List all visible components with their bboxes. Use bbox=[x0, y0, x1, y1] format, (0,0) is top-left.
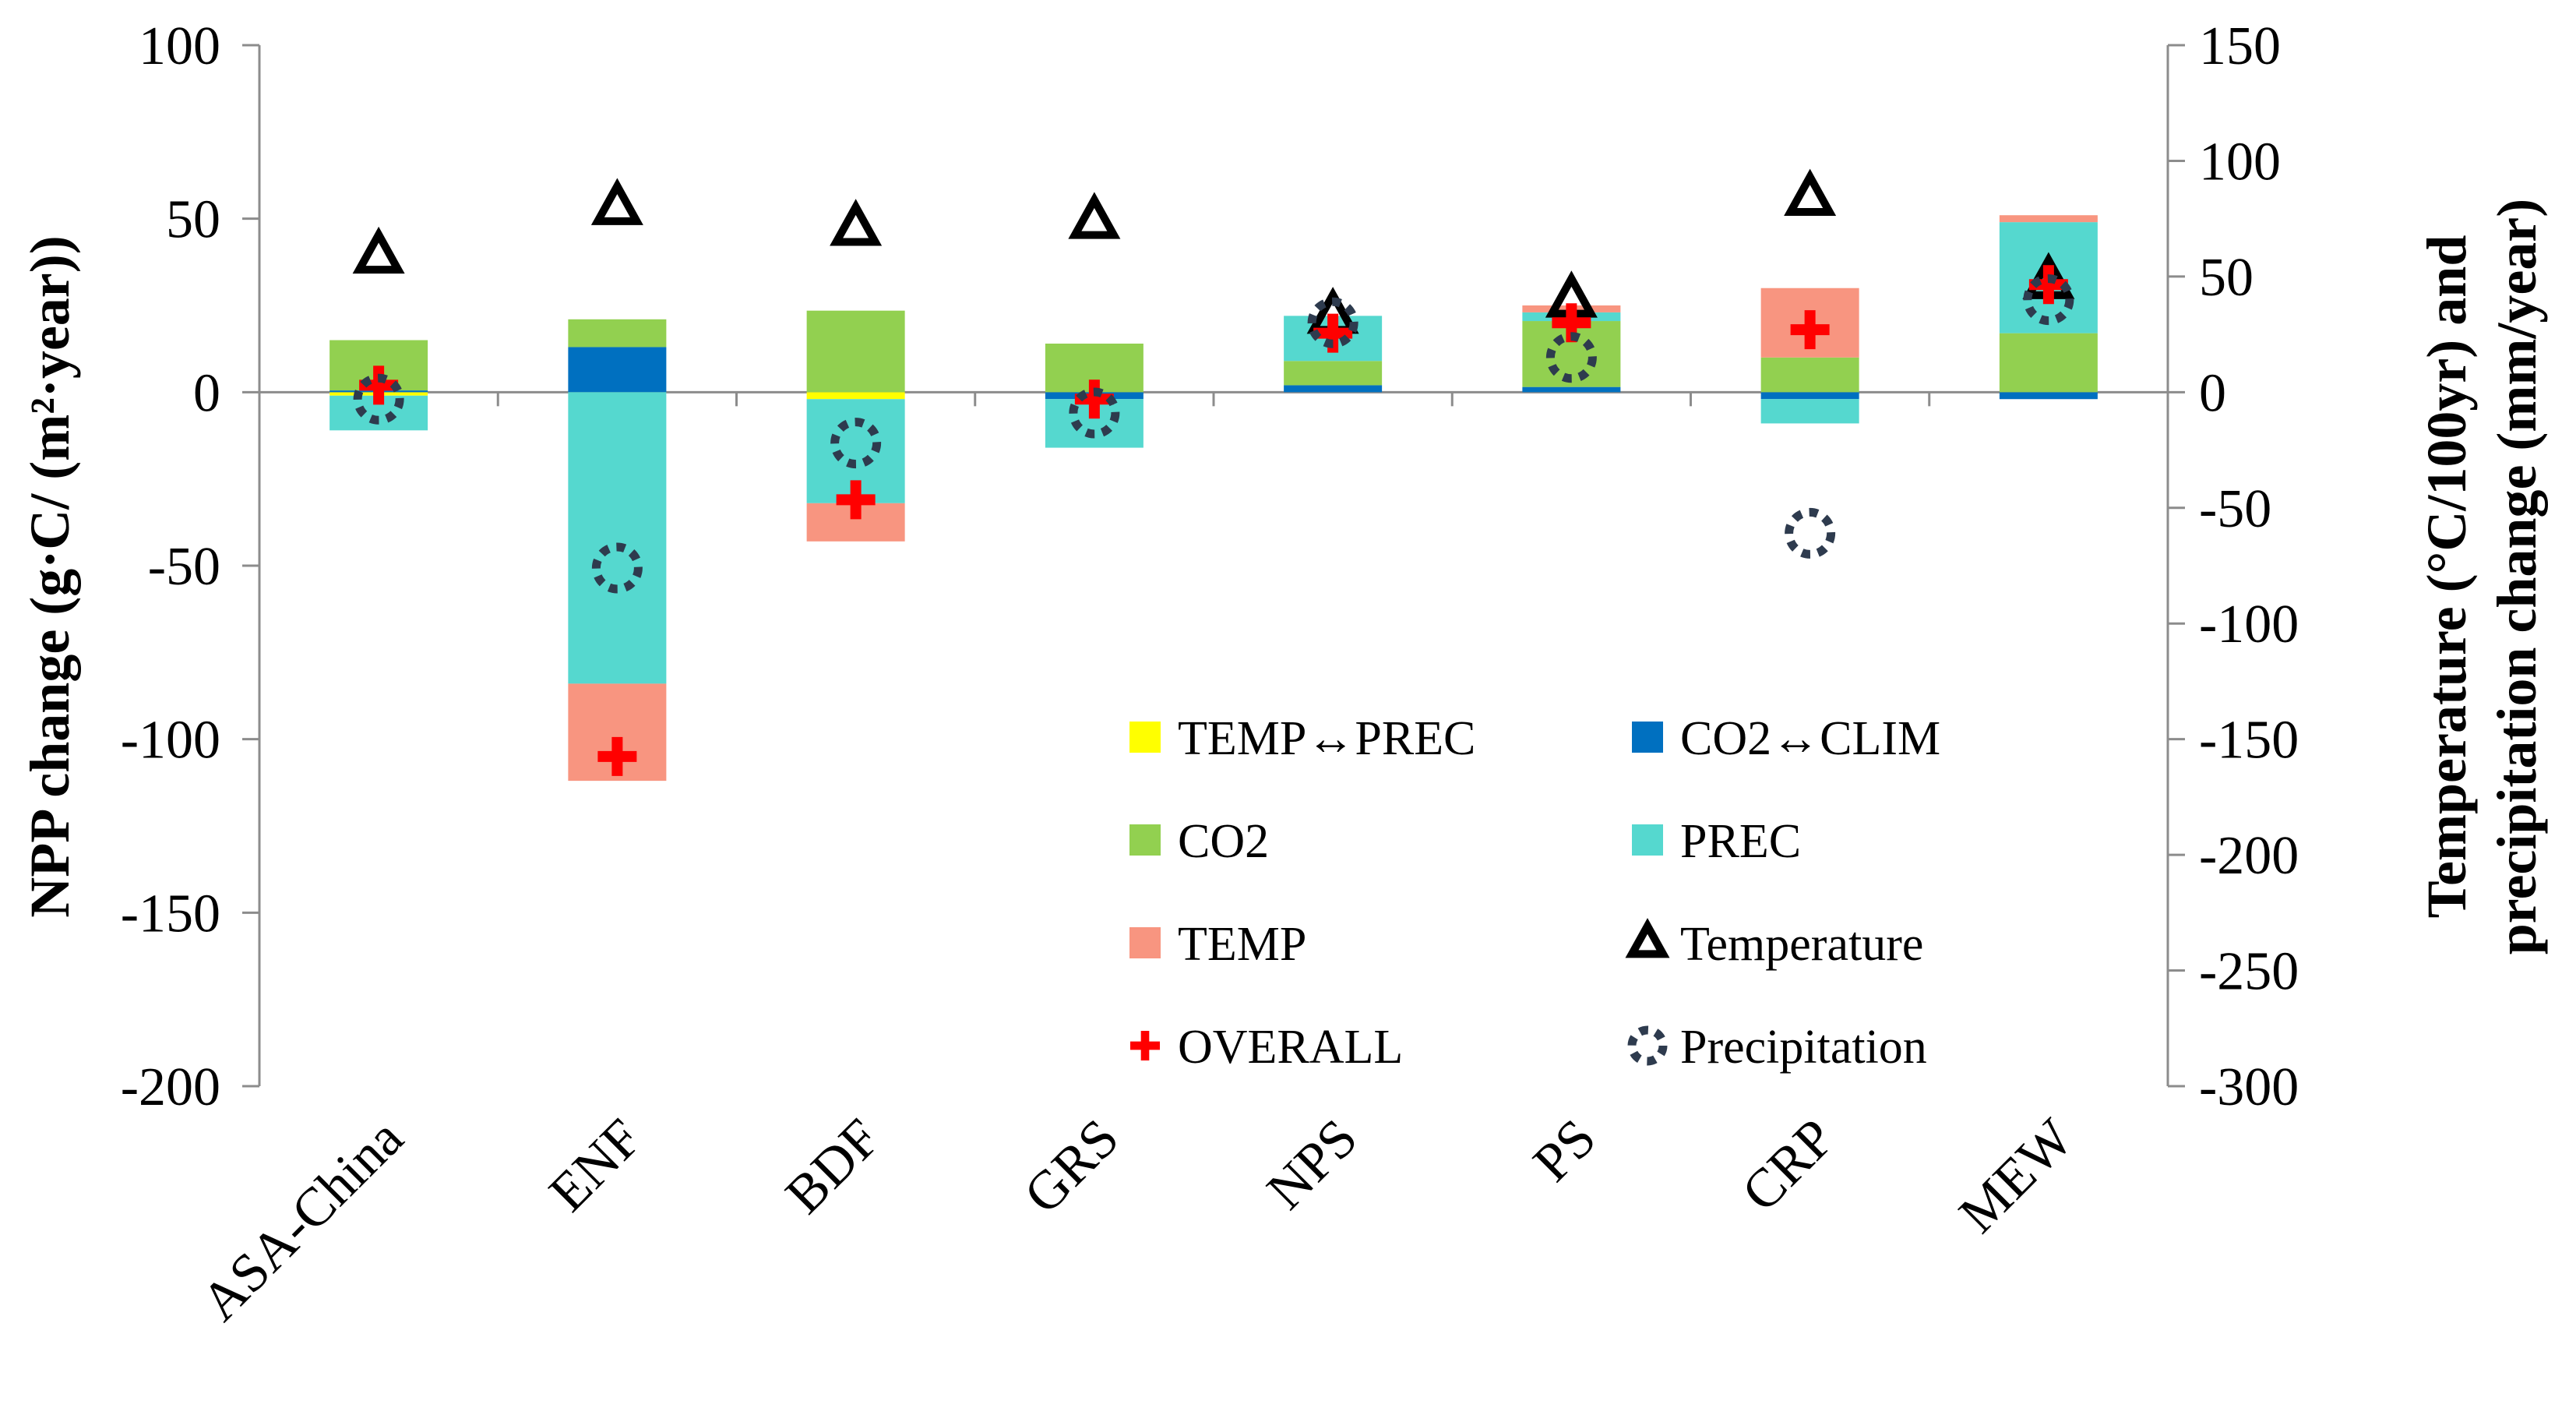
y2-axis-title-line1: Temperature (°C/100yr) and bbox=[2416, 235, 2478, 919]
y2-tick-label: 50 bbox=[2199, 248, 2254, 308]
legend-label-temperature: Temperature bbox=[1680, 918, 1923, 971]
legend-key-co2 bbox=[1129, 824, 1161, 856]
y2-tick-label: -300 bbox=[2199, 1057, 2299, 1117]
y2-tick-label: -200 bbox=[2199, 826, 2299, 886]
bar-segment-co2-clim bbox=[1999, 392, 2098, 400]
legend-label-temp: TEMP bbox=[1178, 918, 1306, 971]
marker-overall bbox=[1074, 379, 1114, 419]
marker-precipitation bbox=[1785, 507, 1836, 559]
x-category-label: MEW bbox=[1948, 1108, 2084, 1244]
marker-overall bbox=[359, 365, 399, 405]
bar-segment-co2-clim bbox=[1760, 392, 1859, 400]
marker-precipitation bbox=[1545, 332, 1597, 383]
y2-tick-label: -150 bbox=[2199, 711, 2299, 771]
legend-key-overall bbox=[1130, 1031, 1160, 1060]
y2-tick-label: -100 bbox=[2199, 595, 2299, 655]
marker-precipitation bbox=[1307, 297, 1358, 348]
legend-key-temp bbox=[1129, 927, 1161, 958]
y-axis-title: NPP change (g·C/ (m²·year)) bbox=[19, 235, 81, 917]
legend-label-co2: CO2 bbox=[1178, 815, 1269, 868]
marker-temperature bbox=[1068, 192, 1121, 239]
x-category-label: GRS bbox=[1013, 1108, 1130, 1226]
bars-layer bbox=[329, 215, 2098, 782]
bar-segment-co2 bbox=[1999, 333, 2098, 393]
bar-segment-prec bbox=[568, 392, 667, 684]
x-category-label: PS bbox=[1522, 1108, 1608, 1194]
marker-overall bbox=[1552, 303, 1591, 343]
y-tick-label: -50 bbox=[148, 537, 220, 597]
legend-key-precipitation bbox=[1627, 1025, 1668, 1066]
bar-segment-co2 bbox=[568, 319, 667, 348]
bar-segment-prec bbox=[1760, 399, 1859, 424]
x-category-label: ASA-China bbox=[190, 1108, 414, 1332]
legend-key-temperature bbox=[1625, 918, 1670, 958]
y2-axis-title-line2: precipitation change (mm/year) bbox=[2486, 199, 2548, 955]
bar-segment-co2-clim bbox=[1284, 385, 1383, 393]
bar-segment-co2 bbox=[1760, 357, 1859, 393]
axes-layer: 100 50 0 -50 -100 -150 -200 150 100 50 0 -50 -100 -15… bbox=[121, 16, 2299, 1332]
markers-layer bbox=[352, 168, 2075, 776]
marker-temperature bbox=[1784, 168, 1837, 216]
y-tick-label: -100 bbox=[121, 711, 220, 771]
y2-tick-label: 150 bbox=[2199, 16, 2281, 76]
marker-precipitation bbox=[1069, 387, 1120, 439]
y-tick-label: 50 bbox=[166, 190, 220, 250]
legend-label-temp-prec: TEMP↔PREC bbox=[1178, 712, 1475, 765]
legend: TEMP↔PREC CO2↔CLIM CO2 PREC TEMP Temperature O… bbox=[1129, 712, 1940, 1074]
y-tick-label: -200 bbox=[121, 1057, 220, 1117]
legend-label-overall: OVERALL bbox=[1178, 1021, 1403, 1074]
y-tick-label: 100 bbox=[139, 16, 220, 76]
marker-overall bbox=[1790, 310, 1830, 350]
x-category-label: ENF bbox=[538, 1108, 654, 1223]
marker-precipitation bbox=[2023, 274, 2074, 326]
bar-segment-temp-prec bbox=[806, 392, 905, 400]
x-category-label: CRP bbox=[1731, 1108, 1846, 1223]
marker-precipitation bbox=[353, 373, 404, 425]
legend-label-prec: PREC bbox=[1680, 815, 1801, 868]
y-tick-label: 0 bbox=[193, 363, 220, 423]
bar-segment-co2 bbox=[806, 310, 905, 393]
marker-overall bbox=[597, 736, 637, 776]
legend-label-precipitation: Precipitation bbox=[1680, 1021, 1927, 1074]
bar-segment-co2-clim bbox=[1522, 386, 1621, 393]
legend-label-co2-clim: CO2↔CLIM bbox=[1680, 712, 1940, 765]
y2-tick-label: 0 bbox=[2199, 363, 2226, 423]
marker-precipitation bbox=[830, 418, 882, 469]
bar-segment-co2 bbox=[1284, 361, 1383, 386]
y2-tick-label: -250 bbox=[2199, 942, 2299, 1002]
legend-key-co2-clim bbox=[1632, 722, 1663, 753]
y2-tick-label: 100 bbox=[2199, 132, 2281, 192]
marker-overall bbox=[1313, 313, 1353, 353]
legend-key-prec bbox=[1632, 824, 1663, 856]
bar-segment-co2-clim bbox=[568, 347, 667, 393]
x-category-label: BDF bbox=[774, 1108, 892, 1226]
legend-key-temp-prec bbox=[1129, 722, 1161, 753]
y2-tick-label: -50 bbox=[2199, 479, 2271, 539]
bar-segment-temp bbox=[1999, 215, 2098, 223]
marker-overall bbox=[2028, 265, 2068, 305]
x-category-label: NPS bbox=[1256, 1108, 1369, 1221]
y-tick-label: -150 bbox=[121, 884, 220, 944]
marker-temperature bbox=[590, 178, 643, 225]
marker-precipitation bbox=[591, 542, 643, 594]
marker-temperature bbox=[830, 199, 883, 246]
marker-temperature bbox=[352, 226, 405, 274]
marker-overall bbox=[836, 480, 876, 520]
